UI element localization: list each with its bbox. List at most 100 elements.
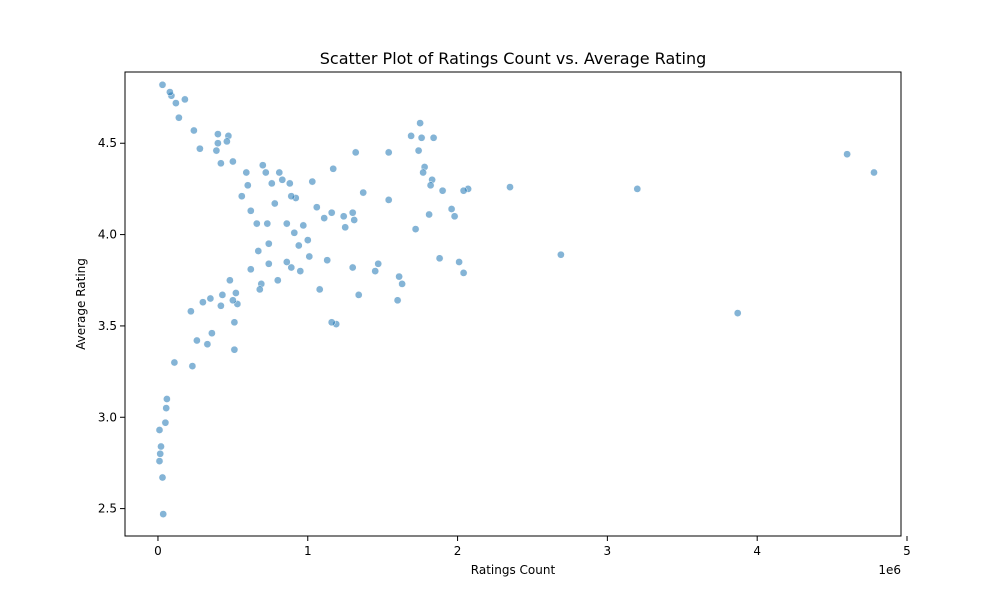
data-point [354, 291, 363, 299]
data-point [270, 199, 279, 208]
data-point [435, 254, 444, 263]
data-point [315, 285, 324, 294]
data-point [264, 239, 273, 248]
data-point [303, 236, 312, 244]
data-point [557, 250, 565, 259]
data-point [261, 168, 270, 177]
data-point [223, 137, 231, 146]
data-point [263, 219, 272, 228]
data-point [305, 252, 314, 261]
data-point [155, 457, 164, 465]
data-point [285, 179, 294, 188]
data-point [287, 263, 296, 272]
data-point [242, 168, 251, 177]
data-point [287, 192, 296, 201]
data-point [299, 221, 308, 230]
data-point [243, 181, 252, 190]
data-point [341, 223, 350, 232]
data-point [230, 345, 239, 354]
data-point [208, 329, 216, 338]
data-point [156, 449, 165, 458]
data-point [193, 336, 201, 345]
data-point [282, 258, 291, 266]
data-point [414, 146, 423, 155]
data-point [633, 185, 642, 193]
data-point [417, 133, 426, 142]
data-point [374, 259, 383, 268]
data-point [447, 205, 456, 213]
x-axis-ticks: 0 1 2 3 4 5 [154, 536, 911, 558]
data-point [230, 318, 239, 327]
data-point [258, 161, 267, 170]
data-point [329, 164, 338, 173]
data-point [181, 95, 189, 104]
data-point [426, 181, 435, 190]
data-point [407, 132, 415, 140]
data-point [425, 210, 433, 219]
data-point [170, 358, 179, 367]
points-layer [155, 80, 878, 518]
data-point [252, 219, 261, 228]
data-point [327, 318, 336, 327]
data-point [158, 80, 167, 89]
data-point [450, 212, 459, 221]
data-point [217, 159, 225, 168]
x-tick-label: 5 [903, 544, 911, 558]
x-tick-label: 0 [154, 544, 162, 558]
data-point [199, 298, 207, 307]
data-point [162, 404, 171, 412]
y-axis-label: Average Rating [74, 258, 88, 350]
data-point [398, 280, 406, 288]
data-point [339, 212, 348, 221]
data-point [459, 269, 468, 277]
data-point [273, 276, 282, 285]
data-point [246, 206, 255, 215]
data-point [255, 285, 264, 294]
data-point [206, 294, 215, 303]
data-point [254, 247, 263, 255]
data-point [393, 296, 402, 305]
data-point [351, 148, 360, 157]
data-point [187, 307, 195, 316]
data-point [275, 168, 284, 177]
y-axis-ticks: 2.5 3.0 3.5 4.0 4.5 [98, 136, 125, 516]
data-point [327, 208, 336, 217]
data-point [264, 259, 273, 268]
data-point [278, 175, 287, 184]
data-point [214, 139, 222, 148]
data-point [226, 276, 234, 285]
y-tick-label: 3.5 [98, 319, 117, 333]
data-point [159, 510, 168, 518]
data-point [308, 177, 317, 186]
data-point [733, 309, 742, 317]
data-point [190, 126, 198, 135]
data-point [411, 225, 420, 233]
y-tick-label: 4.0 [98, 228, 117, 242]
data-point [163, 395, 171, 403]
data-point [843, 150, 851, 159]
data-point [175, 113, 183, 122]
data-point [320, 214, 329, 222]
chart-title: Scatter Plot of Ratings Count vs. Averag… [320, 49, 707, 68]
data-point [188, 362, 197, 370]
data-point [237, 192, 246, 201]
data-point [267, 179, 276, 188]
data-point [294, 241, 303, 250]
data-point [296, 267, 305, 275]
x-tick-label: 2 [454, 544, 462, 558]
data-point [438, 186, 447, 195]
data-point [419, 168, 427, 177]
data-point [429, 133, 438, 142]
data-point [870, 168, 878, 177]
data-point [455, 258, 463, 266]
data-point [218, 291, 227, 299]
data-point [506, 183, 514, 191]
y-tick-label: 3.0 [98, 410, 117, 424]
y-tick-label: 4.5 [98, 136, 117, 150]
data-point [290, 228, 299, 237]
data-point [459, 186, 468, 195]
data-point [312, 203, 321, 212]
data-point [157, 442, 165, 451]
data-point [196, 144, 204, 153]
data-point [158, 473, 167, 482]
